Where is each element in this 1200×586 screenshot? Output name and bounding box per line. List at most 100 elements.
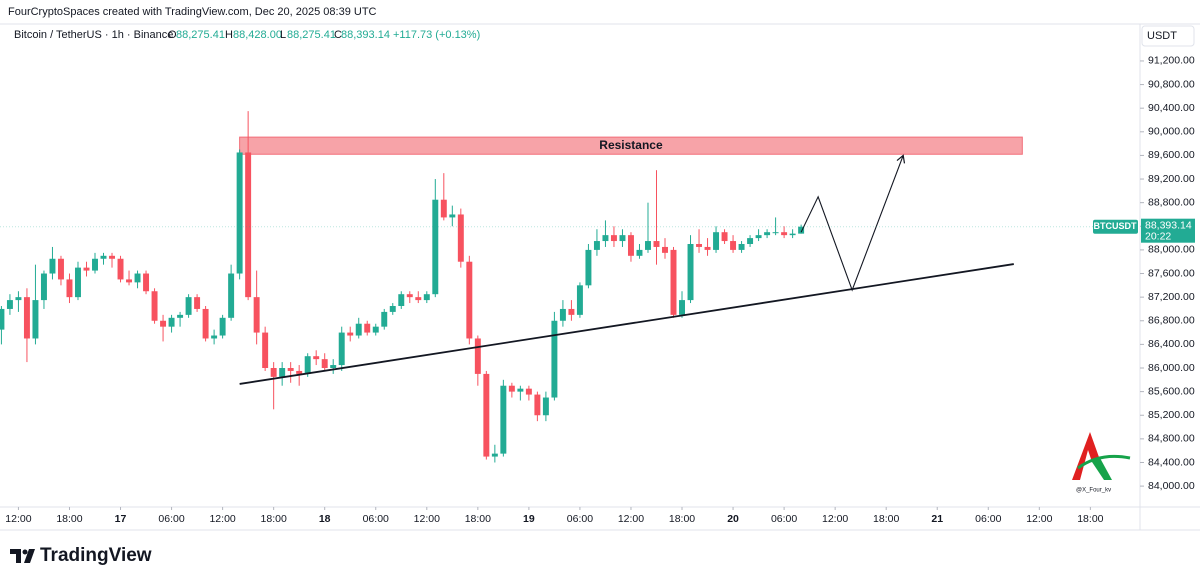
candle-body: [679, 300, 685, 315]
candle-body: [551, 320, 558, 398]
candle-body: [568, 308, 575, 315]
y-tick-label: 85,200.00: [1148, 409, 1195, 421]
x-tick-label: 21: [931, 513, 943, 525]
candle-body: [83, 267, 90, 271]
candle-body: [576, 285, 583, 315]
y-tick-label: 86,800.00: [1148, 315, 1195, 327]
candle-body: [755, 235, 762, 239]
candle-body: [627, 235, 634, 256]
candle-body: [662, 246, 668, 253]
candle-body: [415, 297, 422, 301]
candle-body: [6, 300, 13, 309]
brand-logo: [10, 549, 35, 563]
o-value: 88,275.41: [176, 29, 225, 41]
candle-body: [100, 255, 107, 259]
candle-body: [432, 199, 439, 295]
candle-body: [279, 368, 286, 377]
candle-body: [109, 255, 115, 259]
x-tick-label: 06:00: [158, 513, 184, 525]
x-tick-label: 12:00: [1026, 513, 1052, 525]
candle-body: [245, 152, 252, 298]
candle-body: [296, 370, 303, 374]
watermark-text: @X_Four_kv: [1076, 488, 1111, 494]
y-tick-label: 90,000.00: [1148, 126, 1195, 138]
x-tick-label: 12:00: [414, 513, 440, 525]
candle-body: [525, 388, 532, 395]
candle-body: [185, 297, 192, 315]
trendline: [239, 263, 1014, 385]
price-tag-countdown: 20:22: [1145, 230, 1171, 242]
change: +117.73 (+0.13%): [393, 29, 480, 41]
symbol-tag: [1093, 219, 1138, 234]
created-note: FourCryptoSpaces created with TradingVie…: [8, 6, 377, 18]
candle-body: [177, 314, 184, 318]
resistance-label: Resistance: [599, 138, 663, 152]
candle-body: [304, 356, 311, 374]
candle-body: [670, 249, 677, 315]
price-tag-price: 88,393.14: [1145, 219, 1192, 231]
x-tick-label: 06:00: [363, 513, 389, 525]
candle-body: [457, 214, 464, 262]
candle-body: [211, 335, 218, 339]
candle-body: [168, 317, 175, 327]
candle-body: [228, 273, 235, 318]
x-tick-label: 12:00: [5, 513, 31, 525]
candle-body: [704, 246, 711, 250]
y-tick-label: 91,200.00: [1148, 55, 1195, 67]
projection-path: [800, 154, 906, 292]
y-tick-label: 86,400.00: [1148, 338, 1195, 350]
l-label: L: [280, 29, 286, 41]
candle-body: [194, 297, 201, 309]
candle-body: [602, 235, 609, 242]
candle-body: [219, 317, 226, 336]
brand-logo-dot: [22, 549, 28, 555]
x-tick-label: 20: [727, 513, 739, 525]
candle-body: [593, 241, 600, 250]
candle-body: [500, 385, 507, 454]
candle-body: [483, 373, 490, 457]
candle-body: [143, 273, 150, 292]
candle-body: [653, 241, 660, 247]
candle-body: [381, 311, 388, 327]
candle-body: [355, 323, 362, 336]
candle-body: [287, 368, 294, 371]
x-tick-label: 17: [115, 513, 127, 525]
candle-body: [364, 323, 371, 333]
resistance-zone: [239, 136, 1023, 155]
x-tick-label: 06:00: [567, 513, 593, 525]
price-tag: [1141, 218, 1195, 243]
candle-body: [32, 300, 39, 339]
x-tick-label: 18:00: [873, 513, 899, 525]
candle-body: [262, 332, 269, 369]
candle-body: [126, 279, 133, 283]
y-tick-label: 90,800.00: [1148, 78, 1195, 90]
h-value: 88,428.00: [233, 29, 282, 41]
y-tick-label: 84,400.00: [1148, 456, 1195, 468]
candle-body: [423, 294, 430, 301]
candle-body: [721, 232, 728, 242]
watermark-logo: @X_Four_kv: [1072, 432, 1131, 494]
x-tick-label: 18:00: [261, 513, 287, 525]
currency[interactable]: USDT: [1147, 30, 1177, 42]
candle-body: [636, 249, 643, 256]
candle-body: [398, 294, 405, 307]
x-tick-label: 06:00: [975, 513, 1001, 525]
currency-button[interactable]: [1141, 25, 1195, 47]
y-tick-label: 84,000.00: [1148, 480, 1195, 492]
ohlc: O 88,275.41 H 88,428.00 L 88,275.41 C 88…: [168, 29, 480, 41]
c-value: 88,393.14: [341, 29, 390, 41]
y-tick-label: 89,200.00: [1148, 173, 1195, 185]
candle-body: [49, 258, 56, 274]
candle-body: [610, 235, 617, 242]
candle-body: [270, 368, 277, 377]
candle-body: [202, 308, 209, 339]
candle-body: [687, 243, 694, 301]
y-tick-label: 88,000.00: [1148, 244, 1195, 256]
candle-body: [542, 397, 549, 416]
candle-body: [747, 238, 754, 244]
candle-body: [696, 243, 703, 247]
candle-body: [466, 261, 473, 339]
